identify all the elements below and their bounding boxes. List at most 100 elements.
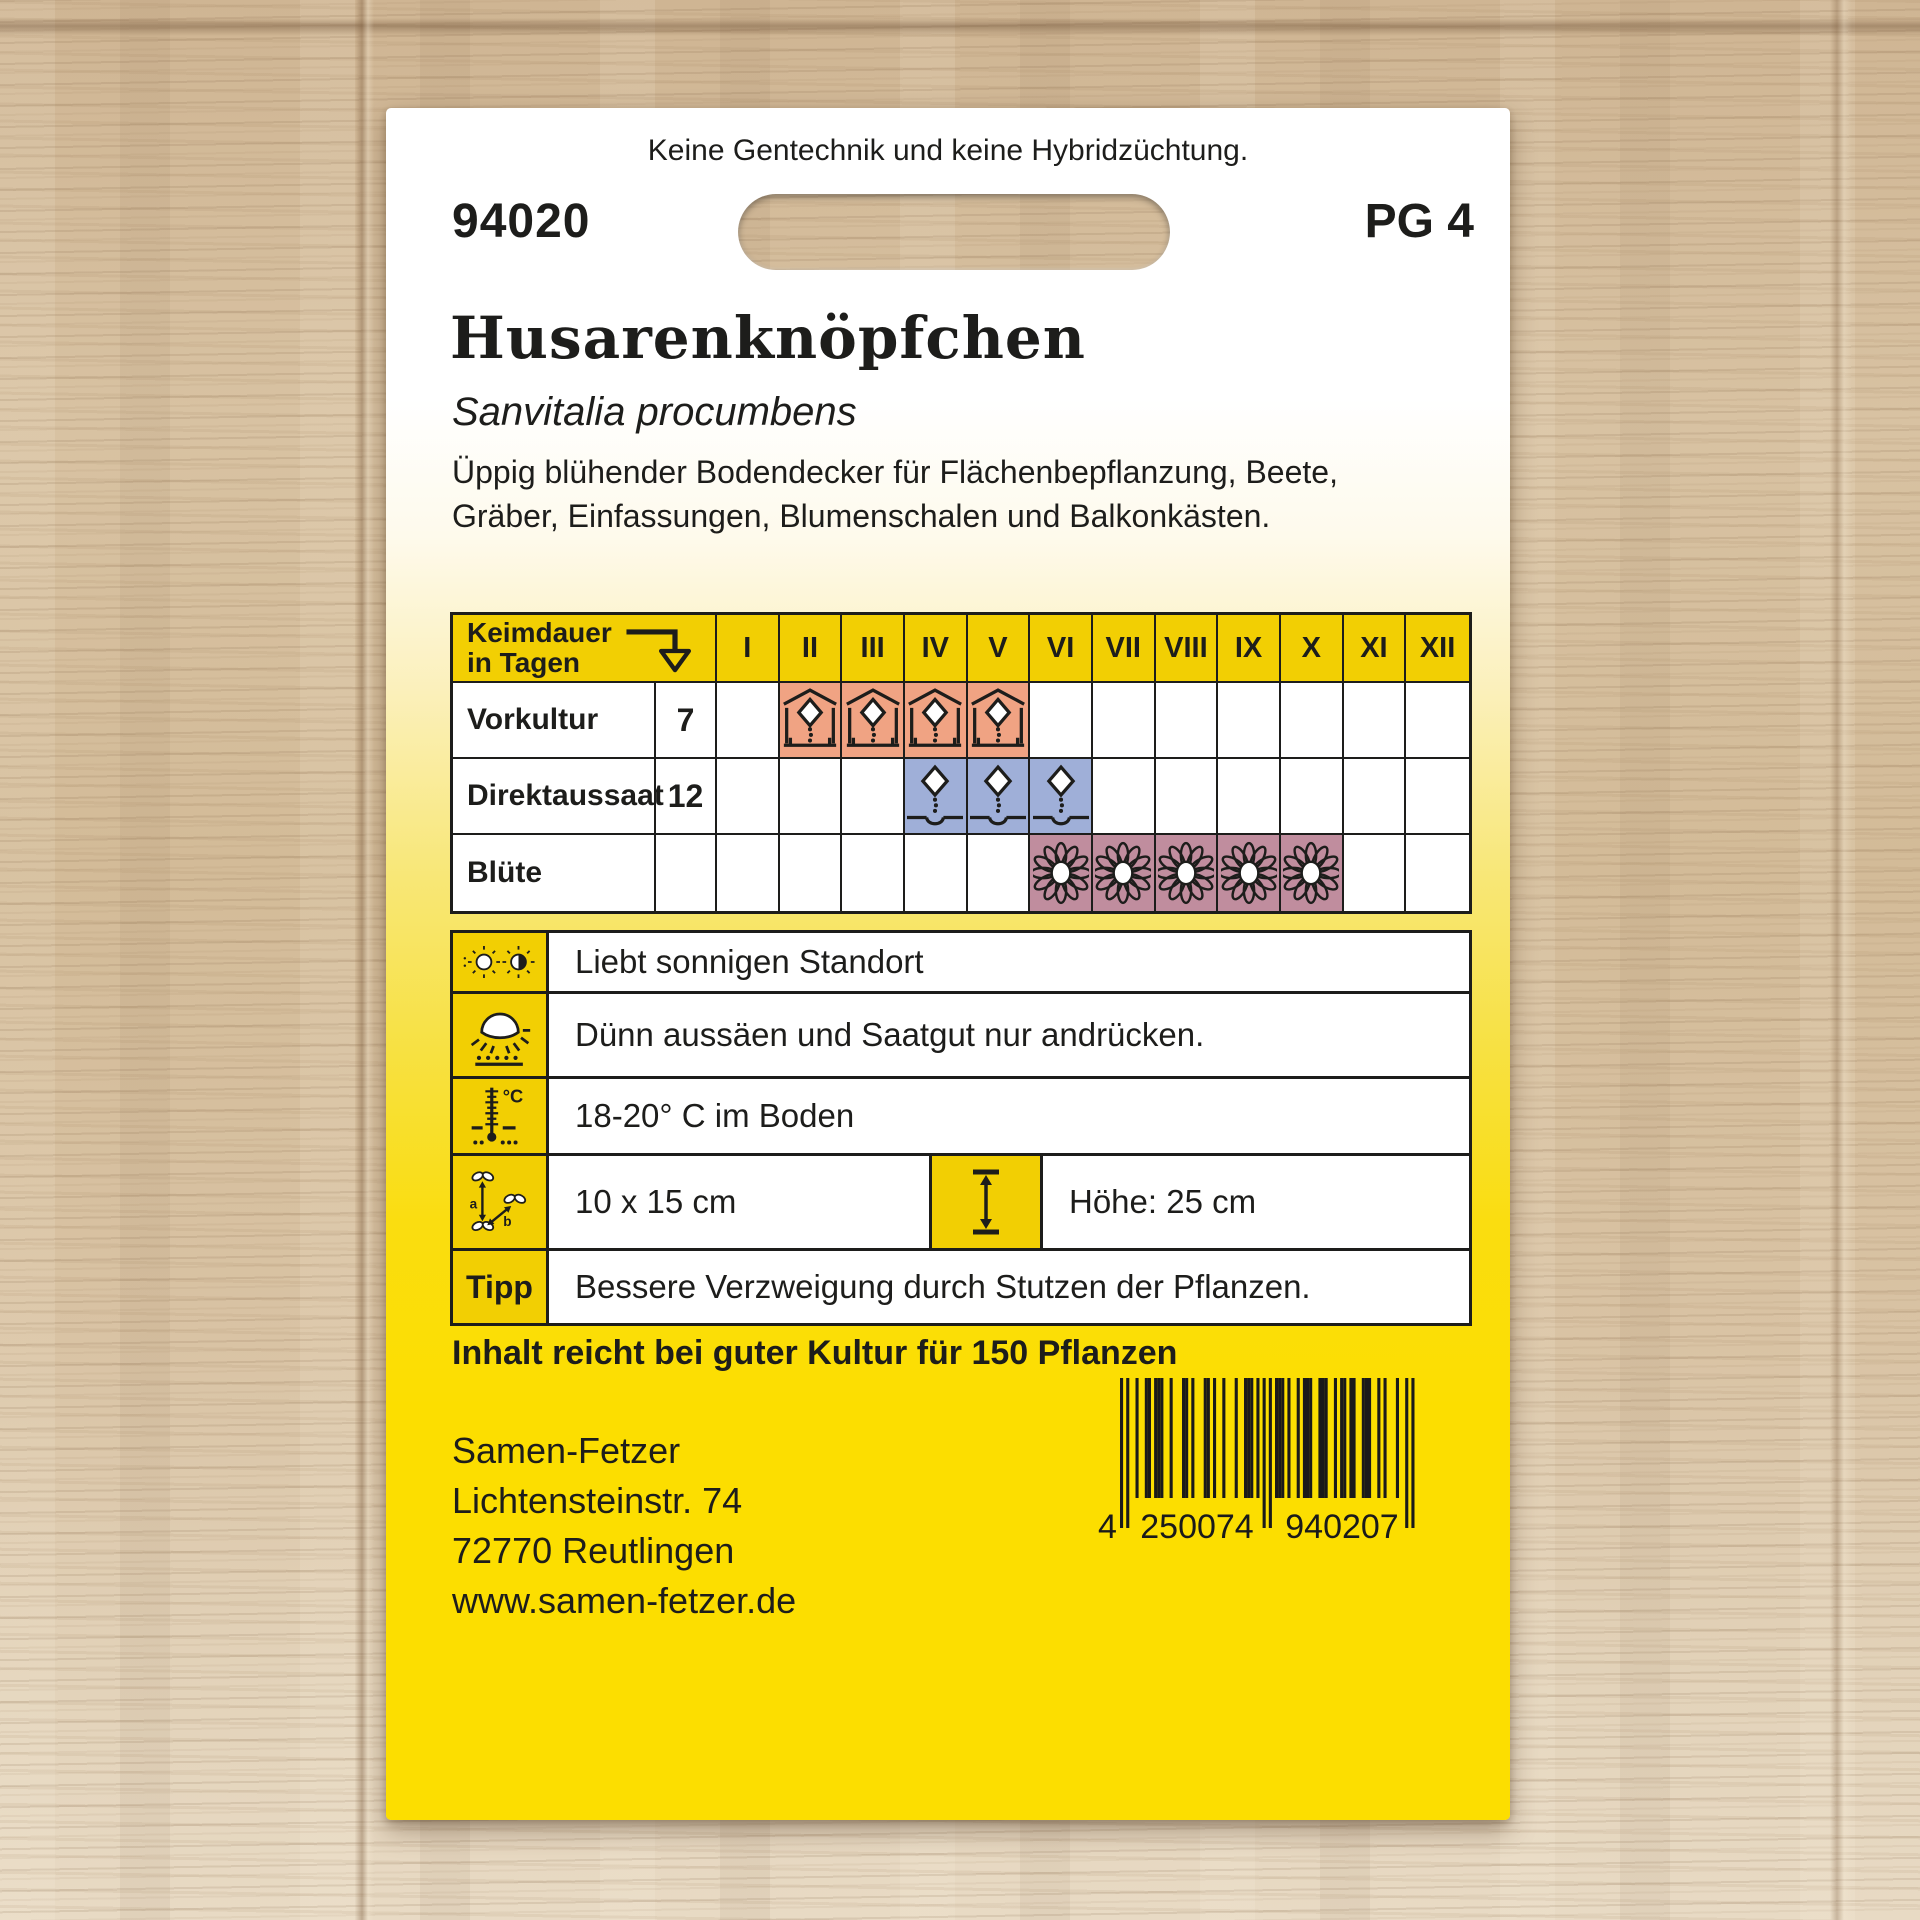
calendar-month-cell — [1280, 835, 1344, 911]
calendar-month-cell — [1092, 683, 1156, 759]
care-row: Dünn aussäen und Saatgut nur andrücken. — [453, 994, 1469, 1079]
description-line-2: Gräber, Einfassungen, Blumenschalen und … — [452, 498, 1271, 534]
keim-arrow-icon — [619, 625, 705, 677]
calendar-row-label: Blüte — [453, 835, 656, 911]
price-group: PG 4 — [1364, 195, 1474, 248]
soil-temp-icon — [463, 1084, 537, 1148]
barcode-digit-first: 4 — [1098, 1508, 1117, 1546]
calendar-month-cell — [1030, 759, 1093, 835]
flower-icon — [1221, 839, 1277, 907]
calendar-month-cell — [1343, 759, 1407, 835]
sowing-calendar-table: Keimdauer in Tagen I II III IV V VI VII VIII IX X… — [450, 612, 1472, 914]
calendar-month-cell — [904, 683, 968, 759]
flower-icon — [1158, 839, 1214, 907]
calendar-month-header: II — [779, 615, 843, 683]
calendar-month-cell — [842, 835, 905, 911]
calendar-month-cell — [1155, 835, 1219, 911]
height-icon — [966, 1167, 1006, 1237]
barcode-digits-left: 250074 — [1140, 1508, 1253, 1546]
calendar-month-cell — [779, 759, 843, 835]
care-text: Liebt sonnigen Standort — [575, 943, 924, 980]
calendar-month-header: X — [1280, 615, 1344, 683]
calendar-month-header: I — [717, 615, 780, 683]
calendar-month-cell — [905, 835, 968, 911]
calendar-month-header: XII — [1406, 615, 1469, 683]
calendar-month-cell — [968, 835, 1031, 911]
calendar-month-cell — [1155, 759, 1219, 835]
calendar-month-cell — [1092, 759, 1156, 835]
botanical-name: Sanvitalia procumbens — [452, 390, 857, 434]
sun-icon — [463, 930, 537, 994]
calendar-month-cell — [842, 759, 905, 835]
seed-packet-back: Keine Gentechnik und keine Hybridzüchtun… — [386, 108, 1510, 1820]
calendar-month-cell — [717, 835, 780, 911]
seed-house-icon — [845, 686, 901, 754]
calendar-month-cell — [1344, 835, 1407, 911]
calendar-month-cell — [1343, 683, 1407, 759]
care-text: 18-20° C im Boden — [575, 1097, 855, 1134]
care-text: 10 x 15 cm — [549, 1156, 932, 1248]
calendar-month-cell — [1406, 683, 1469, 759]
calendar-month-cell — [842, 683, 905, 759]
seed-house-icon — [907, 686, 963, 754]
calendar-month-cell — [1030, 683, 1093, 759]
address-block: Samen-Fetzer Lichtensteinstr. 74 72770 Reu… — [452, 1426, 796, 1626]
seed-ground-icon — [1033, 762, 1089, 830]
calendar-month-cell — [1280, 683, 1344, 759]
calendar-month-header: V — [967, 615, 1031, 683]
yield-note: Inhalt reicht bei guter Kultur für 150 P… — [452, 1334, 1178, 1372]
calendar-month-cell — [1406, 759, 1469, 835]
calendar-month-header: VIII — [1155, 615, 1219, 683]
calendar-month-header: IX — [1218, 615, 1281, 683]
gmo-free-note: Keine Gentechnik und keine Hybridzüchtun… — [647, 134, 1249, 167]
hang-hole — [738, 194, 1170, 270]
care-icon-cell — [453, 1156, 549, 1248]
calendar-month-cell — [1218, 683, 1281, 759]
calendar-header-germination: Keimdauer in Tagen — [453, 615, 717, 683]
calendar-month-header: XI — [1343, 615, 1407, 683]
flower-icon — [1283, 839, 1339, 907]
care-text: Bessere Verzweigung durch Stutzen der Pf… — [575, 1268, 1311, 1305]
seed-house-icon — [782, 686, 838, 754]
calendar-month-cell — [780, 835, 843, 911]
calendar-month-cell — [779, 683, 843, 759]
seed-ground-icon — [970, 762, 1026, 830]
care-row: 10 x 15 cm Höhe: 25 cm — [453, 1156, 1469, 1251]
calendar-row-label: Vorkultur — [453, 683, 656, 759]
calendar-month-cell — [1280, 759, 1344, 835]
calendar-month-cell — [904, 759, 968, 835]
calendar-month-header: IV — [904, 615, 968, 683]
calendar-month-cell — [1092, 835, 1156, 911]
plant-title: Husarenknöpfchen — [450, 304, 1086, 372]
care-text: Höhe: 25 cm — [1069, 1183, 1257, 1220]
ean-barcode: 4 250074 940207 — [1098, 1378, 1415, 1546]
calendar-month-header: VI — [1030, 615, 1093, 683]
care-icon-cell — [453, 1079, 549, 1153]
address-line: Lichtensteinstr. 74 — [452, 1480, 743, 1521]
calendar-month-cell — [1218, 835, 1281, 911]
article-number: 94020 — [452, 195, 591, 248]
address-line: Samen-Fetzer — [452, 1430, 681, 1471]
calendar-month-header: VII — [1092, 615, 1156, 683]
care-row: Liebt sonnigen Standort — [453, 933, 1469, 994]
calendar-row-label: Direktaussaat — [453, 759, 664, 835]
care-icon-cell — [453, 933, 549, 991]
calendar-row-days: 12 — [656, 759, 717, 835]
calendar-month-cell — [1218, 759, 1281, 835]
plant-description: Üppig blühender Bodendecker für Flächenb… — [452, 450, 1452, 538]
flower-icon — [1095, 839, 1151, 907]
calendar-month-cell — [717, 759, 780, 835]
calendar-row-days — [656, 835, 717, 911]
calendar-month-cell — [1155, 683, 1219, 759]
description-line-1: Üppig blühender Bodendecker für Flächenb… — [452, 454, 1338, 490]
flower-icon — [1033, 839, 1089, 907]
address-line: www.samen-fetzer.de — [452, 1580, 797, 1621]
calendar-month-header: III — [842, 615, 905, 683]
sow-icon — [463, 1003, 537, 1067]
calendar-month-cell — [1030, 835, 1093, 911]
spacing-icon — [463, 1170, 537, 1234]
care-icon-cell — [932, 1156, 1043, 1248]
barcode-digits-right: 940207 — [1285, 1508, 1398, 1546]
germination-label: Keimdauer in Tagen — [467, 617, 612, 678]
